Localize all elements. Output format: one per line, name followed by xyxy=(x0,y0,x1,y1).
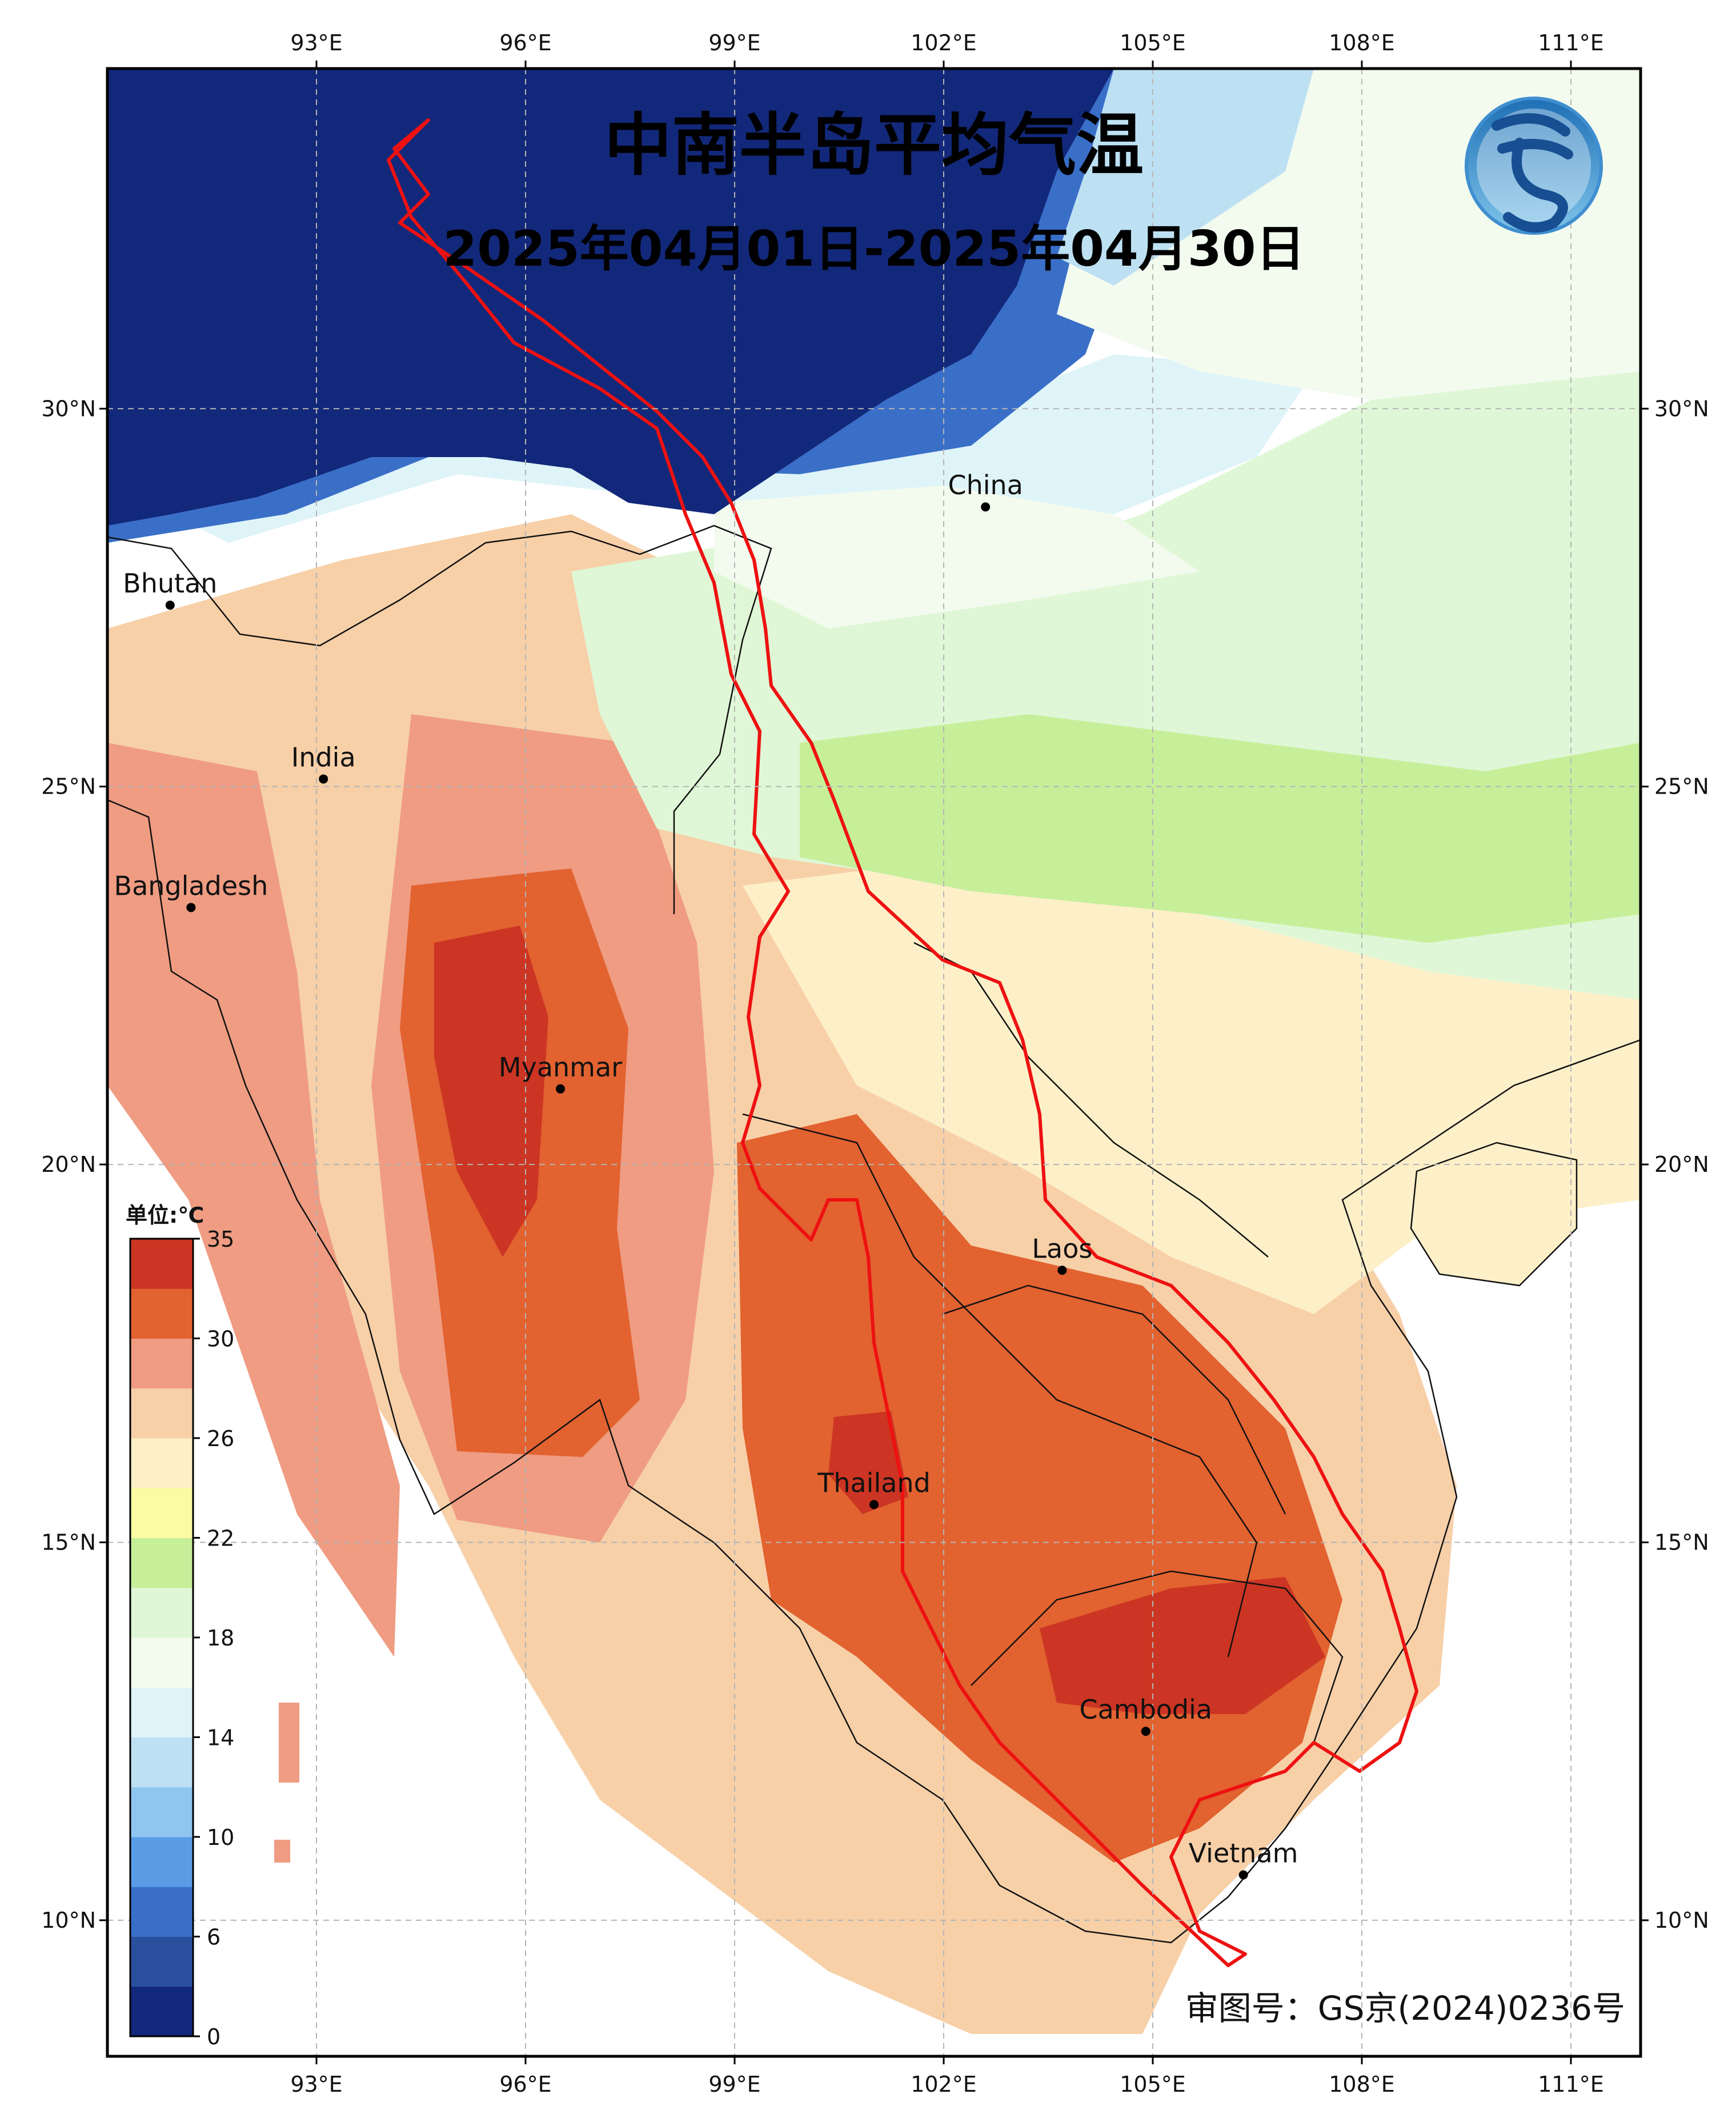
lat-tick-label-right: 30°N xyxy=(1654,396,1709,421)
cambodia-hottest-core xyxy=(1040,1577,1325,1714)
country-marker xyxy=(186,903,196,912)
lon-tick-label-top: 96°E xyxy=(499,30,551,55)
lat-tick-label-right: 15°N xyxy=(1654,1530,1709,1555)
colorbar-segment xyxy=(130,1438,193,1488)
country-marker xyxy=(981,502,991,512)
lon-tick-label-bottom: 111°E xyxy=(1538,2072,1604,2097)
axis-ticks: 93°E 93°E 96°E 96°E 99°E 99°E 102°E 102°E 105°E 1… xyxy=(41,30,1709,2097)
colorbar-segment xyxy=(130,1936,193,1987)
lat-tick-label-left: 30°N xyxy=(41,396,96,421)
colorbar-segment xyxy=(130,1737,193,1788)
map-title: 中南半岛平均气温 xyxy=(604,106,1144,185)
colorbar-label: 26 xyxy=(207,1426,234,1451)
country-marker xyxy=(1238,1870,1248,1880)
lat-tick-label-right: 25°N xyxy=(1654,774,1709,799)
country-borders xyxy=(107,525,1641,1944)
colorbar: 单位:℃ 35 30 26 22 18 14 10 6 0 xyxy=(126,1203,234,2049)
colorbar-label: 6 xyxy=(207,1925,220,1950)
colorbar-label: 10 xyxy=(207,1825,234,1850)
colorbar-segment xyxy=(130,1538,193,1588)
hainan-island xyxy=(1411,1143,1577,1286)
lat-tick-label-left: 15°N xyxy=(41,1530,96,1555)
lon-tick-label-top: 108°E xyxy=(1329,30,1395,55)
country-label: Vietnam xyxy=(1189,1838,1298,1869)
colorbar-segment xyxy=(130,1288,193,1339)
temperature-field xyxy=(107,69,1641,2056)
country-label: Myanmar xyxy=(499,1052,622,1083)
colorbar-label: 30 xyxy=(207,1327,234,1352)
country-label: Bangladesh xyxy=(114,870,268,901)
country-label: India xyxy=(291,742,356,772)
lon-tick-label-bottom: 102°E xyxy=(911,2072,977,2097)
country-marker xyxy=(556,1084,565,1094)
colorbar-segment xyxy=(130,1637,193,1688)
lon-tick-label-top: 93°E xyxy=(290,30,342,55)
colorbar-segment xyxy=(130,1488,193,1538)
logo-emblem xyxy=(1465,97,1603,235)
northeast-cool-blue xyxy=(1057,69,1314,286)
country-marker xyxy=(1057,1266,1067,1275)
colorbar-segment xyxy=(130,1687,193,1737)
country-marker xyxy=(1141,1727,1150,1736)
lon-tick-label-bottom: 108°E xyxy=(1329,2072,1395,2097)
tibetan-plateau-cold xyxy=(107,69,1114,526)
lat-tick-label-left: 20°N xyxy=(41,1152,96,1177)
lon-tick-label-top: 111°E xyxy=(1538,30,1604,55)
lon-tick-label-top: 99°E xyxy=(708,30,760,55)
colorbar-label: 22 xyxy=(207,1526,234,1551)
lon-tick-label-bottom: 99°E xyxy=(708,2072,760,2097)
lat-tick-label-right: 10°N xyxy=(1654,1908,1709,1933)
land-west xyxy=(107,743,400,1657)
lat-tick-label-right: 20°N xyxy=(1654,1152,1709,1177)
colorbar-label: 18 xyxy=(207,1625,234,1651)
colorbar-segment xyxy=(130,1887,193,1937)
country-labels: China Bhutan India Bangladesh Myanmar Laos Tha… xyxy=(114,470,1298,1880)
colorbar-segment xyxy=(130,1239,193,1289)
island-patch xyxy=(274,1840,290,1863)
country-label: Cambodia xyxy=(1079,1694,1212,1725)
lon-tick-label-bottom: 93°E xyxy=(290,2072,342,2097)
colorbar-segment xyxy=(130,1388,193,1439)
country-marker xyxy=(165,600,175,610)
myanmar-hottest-core xyxy=(434,926,548,1257)
plateau-edge xyxy=(714,486,1200,628)
country-marker xyxy=(319,774,328,784)
map-frame xyxy=(106,67,1642,2058)
country-label: Laos xyxy=(1032,1233,1092,1264)
country-label: Bhutan xyxy=(123,568,217,599)
colorbar-segment xyxy=(130,1338,193,1389)
colorbar-unit: 单位:℃ xyxy=(126,1203,204,1228)
mekong-basin-boundary xyxy=(387,118,1418,1967)
map-subtitle: 2025年04月01日-2025年04月30日 xyxy=(443,221,1305,278)
country-label: Thailand xyxy=(817,1467,931,1498)
country-marker xyxy=(869,1500,879,1510)
colorbar-segment xyxy=(130,1787,193,1837)
thailand-hot-spot xyxy=(828,1411,908,1514)
colorbar-label: 14 xyxy=(207,1725,234,1751)
graticule xyxy=(107,69,1641,2056)
lon-tick-label-top: 105°E xyxy=(1120,30,1186,55)
lat-tick-label-left: 25°N xyxy=(41,774,96,799)
colorbar-segment xyxy=(130,1587,193,1638)
country-label: China xyxy=(948,470,1023,501)
map-review-number: 审图号：GS京(2024)0236号 xyxy=(1185,1989,1625,2028)
colorbar-segment xyxy=(130,1837,193,1887)
lon-tick-label-bottom: 96°E xyxy=(499,2072,551,2097)
lon-tick-label-top: 102°E xyxy=(911,30,977,55)
lon-tick-label-bottom: 105°E xyxy=(1120,2072,1186,2097)
colorbar-segment xyxy=(130,1986,193,2037)
island-patch xyxy=(279,1703,299,1783)
lat-tick-label-left: 10°N xyxy=(41,1908,96,1933)
colorbar-label: 0 xyxy=(207,2024,220,2049)
colorbar-label: 35 xyxy=(207,1227,234,1252)
south-china-warmer xyxy=(800,714,1641,943)
